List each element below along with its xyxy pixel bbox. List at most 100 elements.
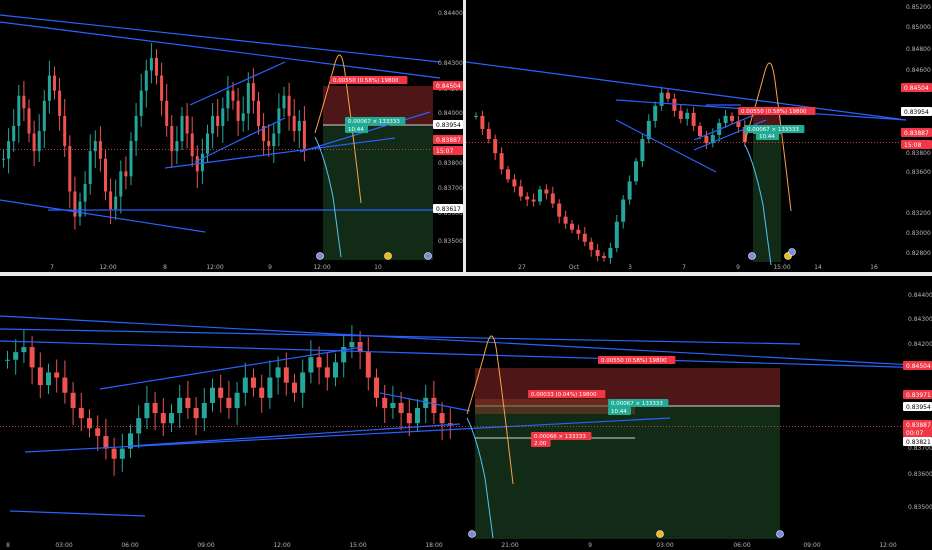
candle [634, 161, 638, 182]
candle [666, 92, 670, 99]
candle [608, 247, 613, 258]
chart-pane-bottom[interactable]: 0.844000.843000.842000.840000.839000.838… [0, 276, 932, 550]
candle [46, 372, 51, 386]
candle [7, 141, 11, 159]
candle [390, 402, 396, 408]
candle [134, 115, 138, 142]
y-tick-label: 0.84300 [438, 60, 463, 67]
position-label: 0.00550 (0.58%) 19800 [741, 109, 807, 115]
candle [267, 377, 273, 398]
candle [730, 115, 734, 121]
chart-pane-top-left[interactable]: 0.844000.843000.842000.840000.839000.838… [0, 0, 463, 272]
candle [525, 196, 530, 200]
y-tick-label: 0.83600 [438, 210, 463, 217]
trendline [0, 340, 932, 369]
candle [518, 186, 523, 197]
x-tick-label: 9 [588, 542, 592, 549]
candle [63, 115, 67, 147]
price-label-bg [433, 120, 463, 129]
price-label-bg [903, 437, 932, 446]
candle [165, 100, 169, 126]
candle [152, 402, 158, 414]
x-tick-label: 06:00 [121, 542, 138, 549]
y-tick-label: 0.83200 [906, 210, 931, 217]
y-tick-label: 0.84600 [906, 67, 931, 74]
trendline [466, 61, 907, 121]
projection-path-blue [744, 144, 772, 266]
candle [160, 75, 164, 101]
price-label-bg [903, 402, 932, 411]
candle [742, 126, 747, 143]
trendline [129, 423, 461, 447]
price-label: 0.84504 [904, 85, 929, 92]
y-tick-label: 0.83700 [438, 185, 463, 192]
candle [308, 357, 314, 373]
candle [144, 402, 150, 419]
candle [259, 387, 265, 398]
position-label-bg [738, 107, 816, 115]
y-tick-label: 0.83700 [908, 445, 932, 452]
candle [175, 141, 179, 152]
candle [160, 413, 166, 424]
candle [267, 141, 271, 147]
candle [262, 125, 266, 142]
x-tick-label: 15:00 [773, 264, 790, 271]
candle [678, 110, 683, 119]
candle [736, 120, 741, 127]
candle [704, 136, 709, 144]
x-tick-label: 9 [736, 264, 740, 271]
position-label-bg [531, 432, 592, 440]
x-tick-label: 8 [163, 264, 167, 271]
chart-svg-top-left: 0.844000.843000.842000.840000.839000.838… [0, 10, 463, 271]
candle [21, 347, 27, 353]
pane-divider-vertical[interactable] [463, 0, 466, 272]
y-tick-label: 0.84300 [908, 316, 932, 323]
candle [431, 397, 437, 414]
pane-divider-horizontal[interactable] [0, 272, 932, 276]
candle [486, 128, 491, 140]
chart-svg-bottom: 0.844000.843000.842000.840000.839000.838… [0, 292, 932, 549]
candle [257, 100, 260, 126]
position-label: 0.00033 (0.04%) 19800 [531, 392, 597, 398]
trendline [0, 315, 932, 367]
candle [640, 139, 645, 162]
price-label: 15:08 [904, 142, 921, 149]
price-label-bg [901, 128, 932, 137]
candle [95, 428, 101, 436]
x-tick-label: 12:00 [313, 264, 330, 271]
price-label: 0.83617 [436, 206, 461, 213]
price-label-bg [903, 390, 932, 399]
position-label-bg [531, 439, 551, 447]
trendline [164, 137, 396, 169]
candle [627, 181, 632, 200]
candle [439, 413, 445, 424]
candle [180, 115, 184, 142]
position-label: 0.00067 × 133333 [747, 127, 799, 133]
candle [493, 139, 498, 154]
y-tick-label: 0.84800 [906, 46, 931, 53]
candle [185, 115, 189, 134]
candle [512, 179, 517, 187]
candle [292, 115, 296, 131]
candle [47, 75, 51, 101]
y-tick-label: 0.83600 [906, 169, 931, 176]
candle [589, 241, 594, 250]
chart-pane-top-right[interactable]: 0.852000.850000.848000.846000.844000.842… [466, 0, 932, 272]
price-label: 0.84504 [436, 83, 461, 90]
candle [13, 352, 19, 360]
price-label-bg [903, 420, 932, 429]
trendline [9, 510, 146, 517]
candle [538, 189, 542, 202]
candle [398, 402, 404, 414]
candle [12, 125, 16, 142]
candle [211, 115, 215, 134]
candle [177, 397, 183, 414]
position-label: 10.44 [348, 127, 364, 133]
take-profit-zone [323, 125, 433, 260]
candle [557, 203, 562, 217]
price-label-bg [903, 428, 932, 437]
candle [226, 90, 230, 109]
position-label-bg [345, 117, 406, 125]
flag-icon [468, 530, 476, 538]
candle [103, 435, 109, 449]
